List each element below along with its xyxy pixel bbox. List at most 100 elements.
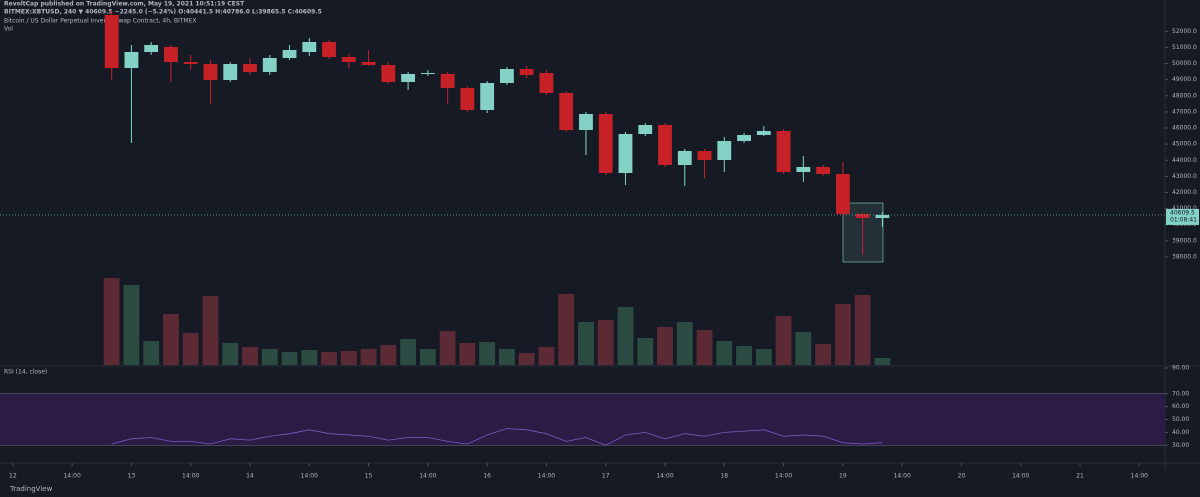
x-tick-label: 14:00 — [1131, 473, 1148, 480]
volume-bar — [143, 341, 160, 365]
x-tick-label: 15 — [365, 473, 373, 480]
candle-body — [243, 63, 257, 72]
y-tick-label: 51000.0 — [1172, 44, 1197, 51]
candle-body — [875, 214, 890, 219]
volume-bar — [834, 304, 851, 365]
candle-body — [440, 73, 455, 88]
candle-body — [124, 52, 139, 68]
volume-bar — [716, 341, 733, 365]
footer: TradingView — [9, 485, 53, 493]
publisher: RevoltCap published on TradingView.com, … — [4, 1, 245, 8]
volume-bar — [538, 347, 555, 365]
volume-bar — [222, 343, 239, 365]
rsi-tick-label: 30.00 — [1172, 442, 1189, 449]
volume-bar — [380, 345, 397, 365]
volume-bar — [439, 331, 456, 365]
candle-body — [420, 72, 435, 74]
candle-body — [322, 41, 336, 57]
x-tick-label: 17 — [602, 473, 610, 480]
x-tick-label: 18 — [720, 473, 728, 480]
candle-body — [737, 134, 751, 142]
y-tick-label: 43000.0 — [1172, 173, 1197, 180]
candle-body — [480, 82, 495, 110]
volume-bar — [597, 320, 614, 365]
volume-bar — [755, 349, 772, 365]
volume-bar — [617, 307, 634, 365]
volume-bar — [419, 349, 436, 365]
candle-body — [341, 56, 356, 62]
candle-body — [579, 113, 593, 130]
candle-body — [519, 68, 534, 75]
candle-body — [677, 151, 692, 165]
volume-bar — [281, 352, 298, 365]
candle-body — [262, 57, 277, 72]
candle-body — [855, 213, 870, 219]
candle-body — [104, 15, 119, 68]
last-price-label: 40609.5 — [1170, 209, 1195, 216]
y-tick-label: 50000.0 — [1172, 60, 1197, 67]
volume-bar — [578, 322, 594, 365]
x-tick-label: 12 — [9, 473, 17, 480]
volume-label: Vol — [4, 26, 13, 33]
volume-bar — [775, 316, 792, 365]
candle-body — [816, 166, 831, 174]
y-tick-label: 41000.0 — [1172, 205, 1197, 212]
x-tick-label: 14:00 — [656, 473, 673, 480]
candle-body — [598, 113, 613, 173]
volume-bar — [657, 327, 673, 365]
y-tick-label: 52000.0 — [1172, 28, 1197, 35]
x-tick-label: 14:00 — [301, 473, 318, 480]
x-tick-label: 21 — [1076, 473, 1084, 480]
y-tick-label: 48000.0 — [1172, 92, 1197, 99]
y-tick-label: 46000.0 — [1172, 125, 1197, 132]
candle-body — [460, 87, 475, 110]
y-tick-label: 39000.0 — [1172, 237, 1197, 244]
candle-body — [499, 68, 514, 83]
candle-body — [183, 61, 198, 64]
candle-body — [618, 134, 633, 173]
volume-bar — [479, 342, 496, 365]
volume-bar — [242, 347, 258, 365]
volume-bar — [202, 296, 219, 365]
candle-body — [776, 130, 791, 172]
countdown: 01:08:41 — [1170, 216, 1197, 223]
volume-bar — [736, 346, 752, 365]
volume-bar — [815, 344, 832, 365]
candle-body — [559, 92, 574, 130]
rsi-tick-label: 60.00 — [1172, 403, 1189, 410]
rsi-tick-label: 70.00 — [1172, 390, 1189, 397]
candle-body — [381, 64, 396, 82]
x-tick-label: 20 — [958, 473, 966, 480]
candle-body — [203, 63, 218, 80]
x-tick-label: 14:00 — [775, 473, 792, 480]
volume-bar — [182, 333, 199, 365]
candle-body — [144, 44, 159, 53]
volume-bar — [696, 330, 713, 365]
volume-bar — [360, 349, 377, 365]
volume-bar — [874, 358, 891, 365]
rsi-tick-label: 90.00 — [1172, 365, 1189, 372]
candle-body — [835, 173, 850, 214]
candle-body — [223, 63, 238, 80]
candle-body — [796, 166, 811, 172]
candle-body — [539, 72, 554, 93]
candle-body — [717, 141, 732, 160]
volume-bar — [637, 338, 654, 365]
volume-bar — [676, 322, 693, 365]
x-tick-label: 16 — [483, 473, 491, 480]
volume-bar — [558, 294, 575, 365]
y-tick-label: 47000.0 — [1172, 108, 1197, 115]
volume-bar — [795, 332, 812, 365]
volume-bar — [340, 351, 357, 365]
rsi-tick-label: 50.00 — [1172, 416, 1189, 423]
candle-body — [302, 41, 317, 53]
y-tick-label: 45000.0 — [1172, 141, 1197, 148]
y-tick-label: 49000.0 — [1172, 76, 1197, 83]
candle-body — [756, 130, 771, 135]
rsi-line — [111, 428, 883, 446]
volume-bar — [459, 343, 476, 365]
x-tick-label: 19 — [839, 473, 847, 480]
volume-bar — [163, 314, 179, 365]
volume-bar — [261, 349, 278, 365]
